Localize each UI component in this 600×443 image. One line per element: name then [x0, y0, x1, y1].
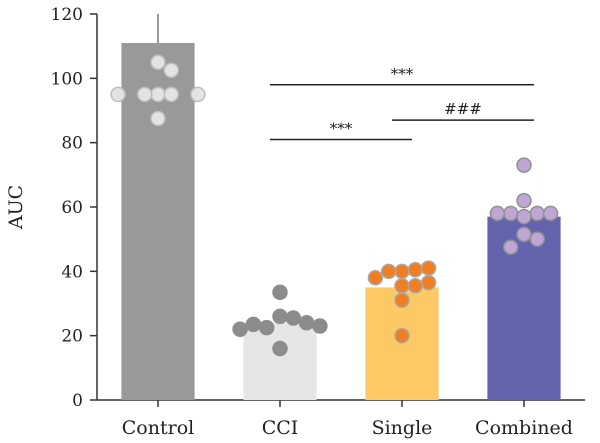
- data-points: [110, 54, 559, 357]
- data-point: [150, 86, 166, 103]
- data-point: [394, 292, 410, 309]
- data-point: [420, 260, 437, 276]
- data-point: [163, 86, 180, 103]
- data-point: [258, 319, 275, 336]
- data-point: [367, 270, 384, 286]
- y-axis-title: AUC: [5, 185, 27, 230]
- bar-combined: [487, 216, 561, 400]
- data-point: [394, 327, 410, 344]
- data-point: [529, 205, 546, 222]
- data-point: [394, 263, 410, 280]
- data-point: [516, 192, 532, 209]
- data-point: [163, 62, 180, 79]
- y-tick-label: 120: [51, 5, 83, 25]
- data-point: [502, 239, 519, 255]
- data-point: [136, 86, 153, 103]
- x-axis: Control CCI Single Combined: [97, 399, 585, 439]
- data-point: [272, 284, 288, 300]
- significance-label: ***: [391, 65, 414, 83]
- data-point: [150, 110, 166, 127]
- data-point: [232, 321, 248, 337]
- data-point: [542, 205, 559, 222]
- data-point: [272, 340, 288, 357]
- data-point: [394, 278, 410, 294]
- data-point: [516, 157, 532, 173]
- x-tick-label: CCI: [262, 417, 299, 439]
- data-point: [489, 205, 506, 222]
- y-tick-label: 100: [51, 69, 83, 89]
- y-tick-label: 0: [72, 391, 83, 411]
- data-point: [190, 86, 206, 103]
- y-axis: 0 20 40 60 80 100 120: [51, 5, 98, 411]
- data-point: [516, 208, 532, 225]
- bars: [121, 42, 561, 400]
- data-point: [420, 274, 437, 291]
- y-ticks: 0 20 40 60 80 100 120: [51, 5, 97, 411]
- bar-cci: [243, 322, 317, 400]
- data-point: [110, 86, 126, 103]
- data-point: [407, 261, 424, 278]
- x-tick-label: Control: [122, 417, 194, 439]
- data-point: [150, 54, 166, 70]
- data-point: [312, 318, 328, 334]
- significance-label: ***: [330, 119, 353, 137]
- x-tick-label: Single: [372, 417, 433, 439]
- data-point: [407, 278, 424, 294]
- y-tick-label: 60: [61, 198, 83, 218]
- data-point: [298, 315, 315, 331]
- y-tick-label: 80: [61, 134, 83, 154]
- data-point: [285, 310, 302, 326]
- significance-annotations: *** ### ***: [270, 65, 534, 141]
- x-ticks: Control CCI Single Combined: [122, 400, 573, 439]
- data-point: [529, 231, 546, 247]
- y-tick-label: 20: [61, 327, 83, 347]
- data-point: [502, 205, 519, 222]
- bar-control: [121, 42, 195, 400]
- data-point: [516, 226, 532, 243]
- significance-label: ###: [444, 100, 482, 118]
- x-tick-label: Combined: [475, 417, 573, 439]
- data-point: [380, 263, 397, 280]
- data-point: [272, 308, 288, 325]
- y-tick-label: 40: [61, 262, 83, 282]
- data-point: [245, 316, 262, 333]
